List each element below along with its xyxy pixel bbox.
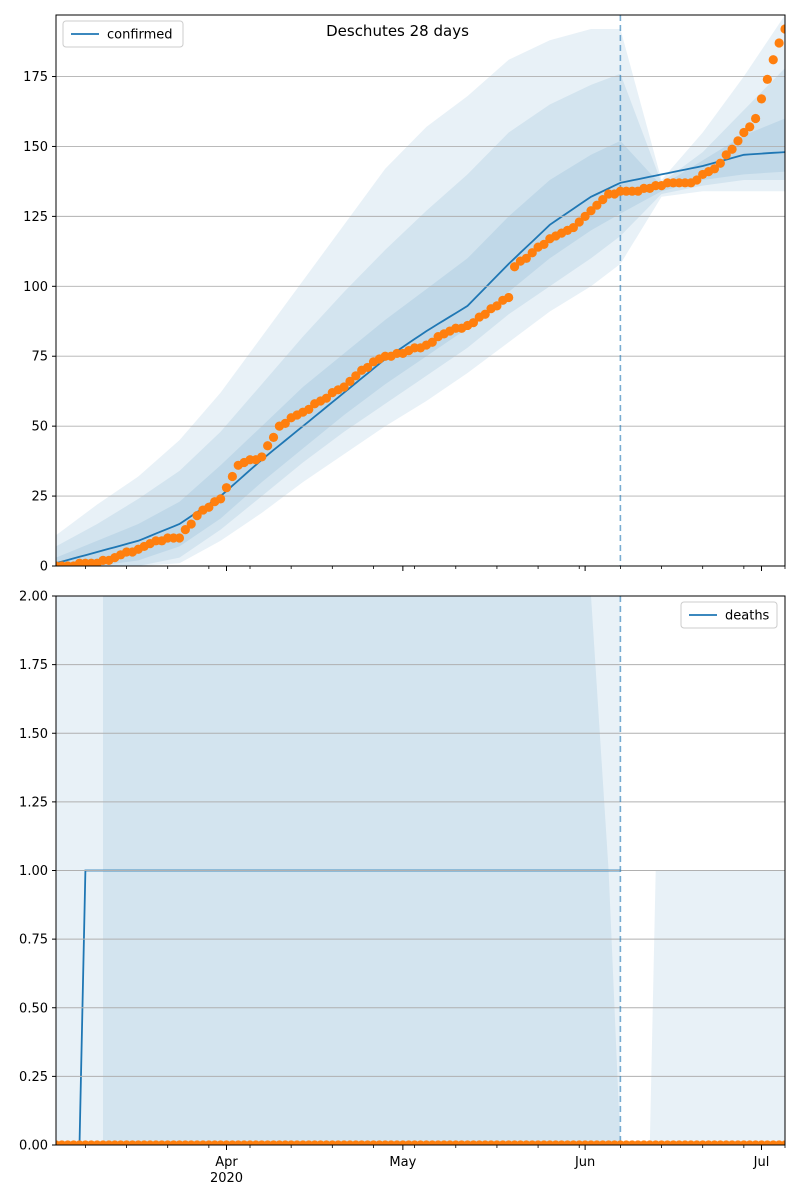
x-tick-sublabel: 2020	[210, 1171, 243, 1186]
observed-point	[762, 74, 772, 84]
y-tick-label: 1.75	[19, 658, 48, 673]
observed-point	[186, 519, 196, 529]
observed-point	[480, 309, 490, 319]
legend-label: deaths	[725, 609, 770, 624]
observed-point	[780, 24, 785, 34]
y-grid	[56, 664, 785, 1077]
observed-points	[56, 24, 785, 566]
observed-point	[727, 144, 737, 154]
observed-point	[321, 393, 332, 403]
observed-point	[204, 502, 214, 512]
legend: deaths	[680, 601, 778, 629]
y-tick-label: 150	[23, 140, 48, 155]
observed-point	[509, 262, 520, 272]
confirmed-panel: 0 25 50 75 100 125 150 175 Deschutes 28 days conf…	[23, 14, 786, 575]
observed-point	[721, 150, 731, 160]
observed-point	[468, 318, 479, 328]
observed-point	[756, 94, 767, 104]
observed-points	[56, 1140, 785, 1145]
observed-point	[362, 362, 373, 373]
observed-point	[227, 471, 237, 482]
legend-label: confirmed	[107, 28, 173, 43]
model-line	[56, 151, 785, 565]
y-tick-label: 25	[31, 490, 48, 505]
observed-point	[221, 483, 232, 493]
y-tick-label: 1.25	[19, 795, 48, 810]
observed-point	[751, 113, 761, 124]
observed-point	[216, 494, 226, 504]
y-tick-label: 0.00	[19, 1139, 48, 1154]
x-tick-label: Jul	[753, 1155, 770, 1170]
observed-point	[504, 292, 514, 303]
observed-point	[715, 158, 725, 168]
observed-point	[521, 253, 531, 263]
observed-point	[692, 175, 702, 185]
plot-area	[56, 15, 785, 566]
band-3	[56, 118, 785, 566]
y-tick-label: 0.75	[19, 933, 48, 948]
observed-point	[768, 55, 778, 65]
observed-point	[180, 525, 190, 535]
y-grid	[56, 76, 785, 497]
observed-point	[709, 164, 720, 174]
observed-point	[268, 432, 279, 442]
y-tick-label: 1.50	[19, 727, 48, 742]
observed-point	[492, 301, 502, 311]
observed-point	[739, 127, 749, 138]
observed-point	[774, 38, 784, 48]
axes-frame	[55, 14, 786, 567]
y-axis: 0.00 0.25 0.50 0.75 1.00 1.25 1.50 1.75 2.00	[19, 590, 56, 1154]
y-tick-label: 125	[23, 210, 48, 225]
y-tick-label: 0.50	[19, 1001, 48, 1016]
observed-point	[574, 217, 584, 227]
observed-point	[733, 136, 743, 146]
observed-point	[580, 211, 590, 221]
observed-point	[780, 1140, 785, 1145]
observed-point	[598, 194, 608, 205]
band-2	[56, 68, 785, 566]
uncertainty-bands	[56, 15, 785, 566]
observed-point	[304, 404, 314, 414]
chart-title: Deschutes 28 days	[326, 22, 469, 40]
observed-point	[527, 248, 537, 258]
observed-point	[280, 418, 290, 428]
y-tick-label: 175	[23, 70, 48, 85]
observed-point	[568, 222, 578, 233]
x-tick-label: May	[389, 1155, 416, 1170]
y-tick-label: 75	[31, 350, 48, 365]
legend-box	[62, 20, 184, 48]
observed-point	[351, 371, 361, 381]
observed-point	[339, 382, 349, 392]
y-tick-label: 100	[23, 280, 48, 295]
observed-point	[539, 239, 549, 249]
observed-point	[174, 533, 185, 543]
legend-box	[680, 601, 778, 629]
observed-point	[592, 200, 602, 210]
y-tick-label: 0	[40, 560, 48, 575]
y-tick-label: 1.00	[19, 864, 48, 879]
observed-point	[586, 206, 596, 216]
observed-point	[345, 376, 355, 387]
band-1	[56, 15, 785, 566]
observed-point	[257, 452, 267, 462]
observed-point	[427, 337, 437, 347]
deaths-panel: 0.00 0.25 0.50 0.75 1.00 1.25 1.50 1.75 2.00 Apr2…	[19, 590, 786, 1186]
x-axis	[84, 566, 786, 571]
y-tick-label: 50	[31, 420, 48, 435]
x-tick-label: Apr	[215, 1155, 238, 1170]
y-tick-label: 2.00	[19, 590, 48, 605]
observed-point	[263, 441, 273, 451]
plot-layer	[56, 15, 785, 566]
legend: confirmed	[62, 20, 184, 48]
y-axis: 0 25 50 75 100 125 150 175	[23, 70, 56, 575]
observed-point	[745, 122, 755, 132]
observed-point	[192, 511, 202, 521]
y-tick-label: 0.25	[19, 1070, 48, 1085]
x-tick-label: Jun	[574, 1155, 595, 1170]
